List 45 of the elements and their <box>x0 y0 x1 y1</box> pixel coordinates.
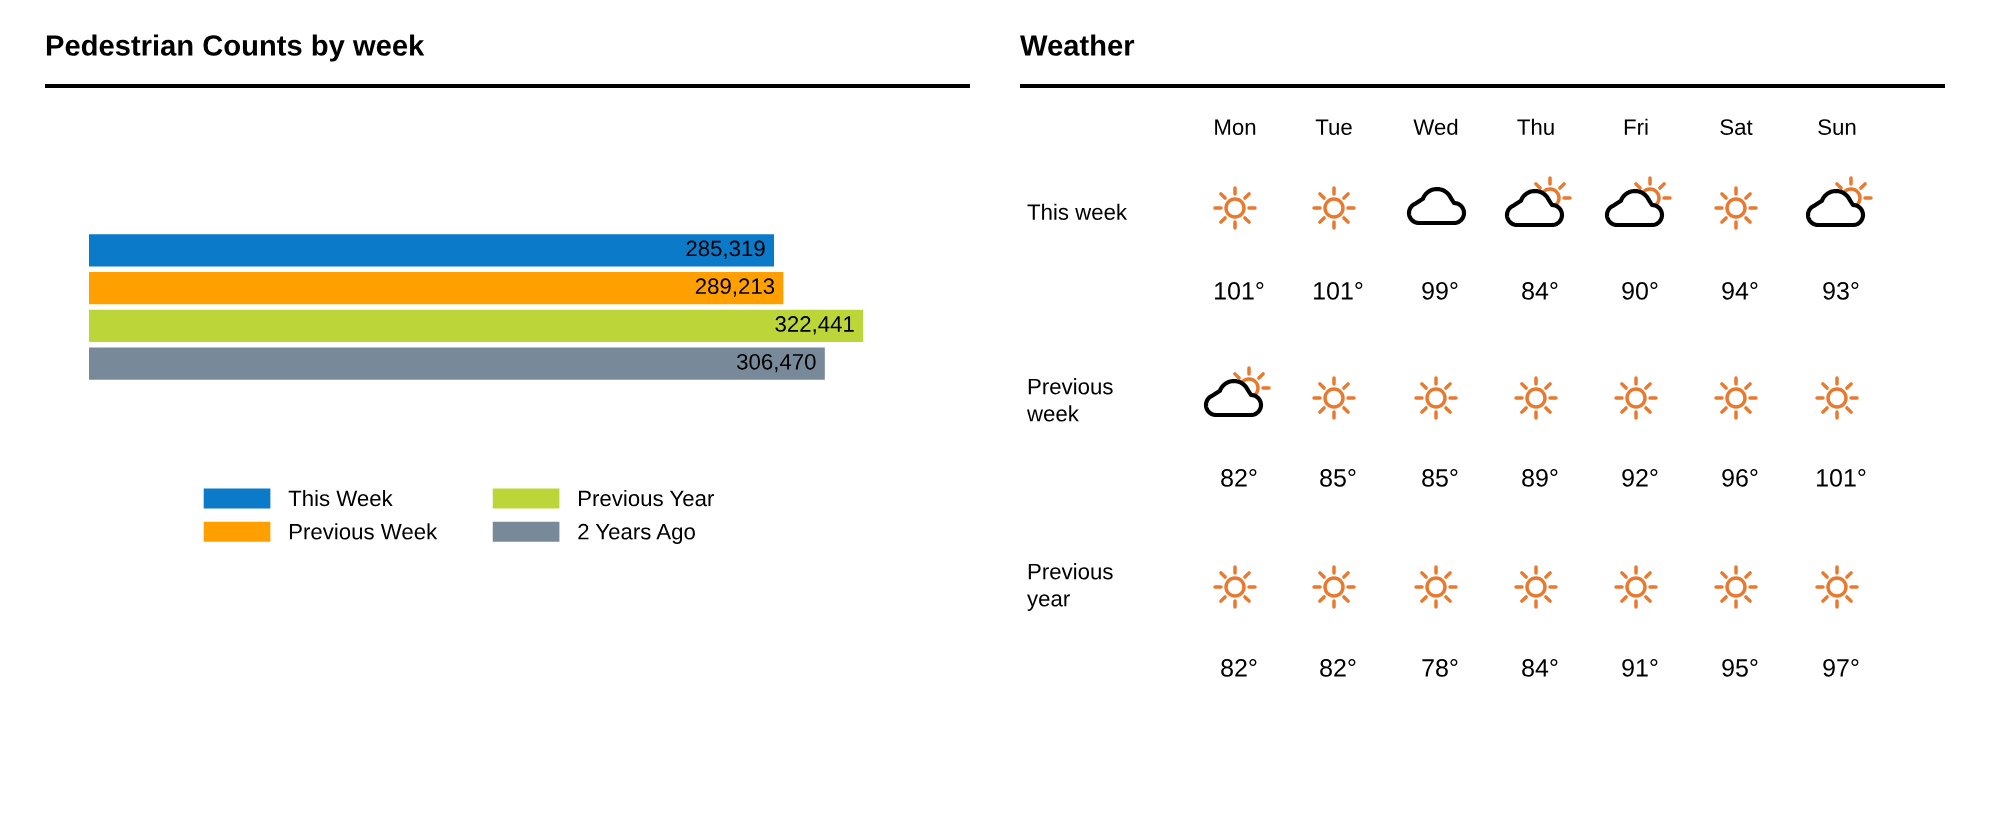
text: 84° <box>1522 282 1558 300</box>
data-label: 322,441 <box>775 316 854 335</box>
category-label: Sat <box>1720 119 1753 135</box>
data-label: 306,470 <box>737 353 816 373</box>
text: 93° <box>1823 282 1859 300</box>
text: 97° <box>1823 659 1859 677</box>
text: 85° <box>1422 469 1458 487</box>
text: 94° <box>1722 282 1758 300</box>
category-label: Sun <box>1818 119 1856 135</box>
text: 96° <box>1722 469 1758 487</box>
text: 101° <box>1314 282 1363 300</box>
bar <box>89 234 775 267</box>
bar <box>89 272 784 305</box>
category-label: Fri <box>1624 118 1648 135</box>
text: 99° <box>1422 282 1458 300</box>
category-label: Mon <box>1215 119 1256 135</box>
legend-label: Previous Week <box>289 523 438 540</box>
text: 90° <box>1622 282 1658 300</box>
text: 101° <box>1817 469 1866 487</box>
data-label: 289,213 <box>695 278 775 297</box>
chart-title: Pedestrian Counts by week <box>46 34 425 62</box>
text: 82° <box>1221 659 1257 677</box>
category-label: Previous year <box>1027 563 1113 611</box>
category-label: Previous week <box>1026 378 1113 422</box>
data-label: 285,319 <box>686 240 765 259</box>
legend-label: Previous Year <box>579 489 714 507</box>
text: 82° <box>1221 469 1257 487</box>
text: 95° <box>1722 659 1758 677</box>
text: 92° <box>1622 469 1658 487</box>
text: 85° <box>1320 469 1356 487</box>
text: 78° <box>1422 659 1458 677</box>
category-label: Thu <box>1517 118 1554 135</box>
text: 101° <box>1215 282 1264 300</box>
text: 84° <box>1522 659 1558 677</box>
text: 89° <box>1522 469 1558 487</box>
category-label: Wed <box>1413 118 1458 135</box>
text: 82° <box>1320 659 1356 677</box>
text: Weather <box>1020 34 1135 56</box>
legend-label: 2 Years Ago <box>578 523 695 544</box>
bar <box>89 347 825 380</box>
bar <box>89 309 864 342</box>
legend-label: This Week <box>288 489 393 507</box>
text: 91° <box>1622 659 1658 677</box>
category-label: Tue <box>1315 119 1352 135</box>
category-label: This week <box>1027 203 1128 220</box>
